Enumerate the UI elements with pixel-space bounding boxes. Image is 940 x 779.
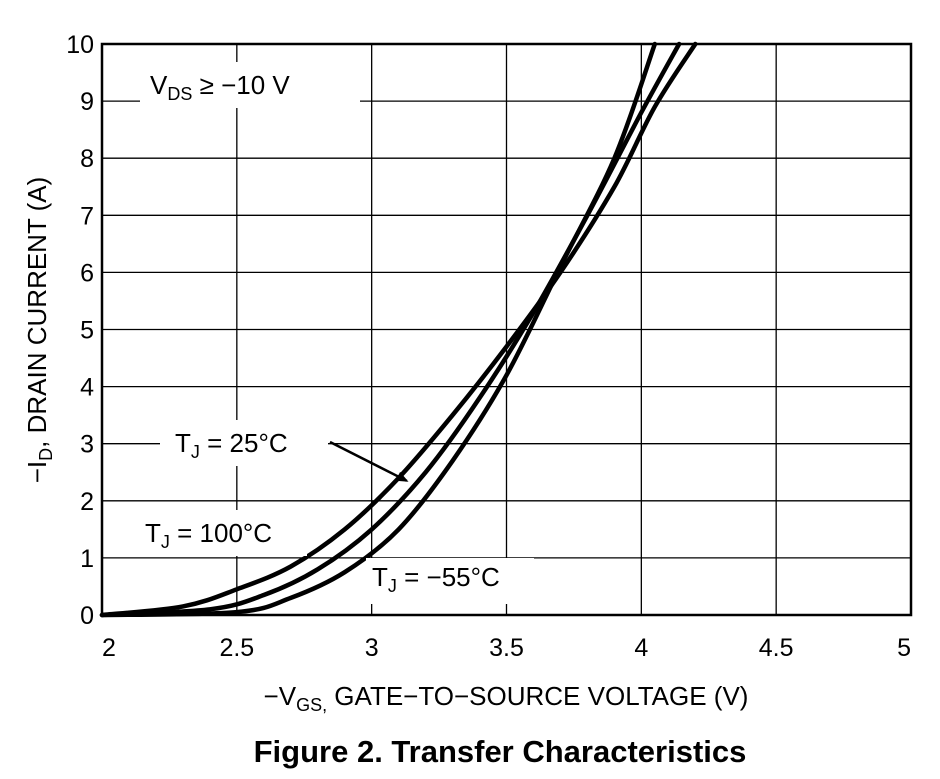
x-tick-labels: 2 2.5 3 3.5 4 4.5 5 xyxy=(102,634,911,662)
y-tick-label: 7 xyxy=(80,202,94,230)
y-tick-label: 5 xyxy=(80,317,94,345)
tm55-annotation-main: T xyxy=(372,562,388,592)
x-tick-label: 2.5 xyxy=(219,634,254,662)
y-tick-label: 0 xyxy=(80,602,94,630)
plot-frame xyxy=(100,42,913,617)
y-axis-label-sub: D xyxy=(36,448,56,461)
t25-arrow xyxy=(329,440,409,482)
x-axis-label-prefix: −V xyxy=(264,681,297,711)
y-tick-label: 4 xyxy=(80,374,94,402)
vds-annotation-rest: ≥ −10 V xyxy=(192,70,290,100)
y-tick-label: 2 xyxy=(80,488,94,516)
t25-annotation-main: T xyxy=(175,428,191,458)
vds-annotation: VDS ≥ −10 V xyxy=(150,70,290,104)
t100-label-bg xyxy=(137,510,307,556)
tm55-annotation-sub: J xyxy=(388,576,397,596)
y-tick-labels: 0 1 2 3 4 5 6 7 8 9 10 xyxy=(66,31,94,630)
curves xyxy=(99,41,698,618)
x-tick-label: 3.5 xyxy=(489,634,524,662)
t100-annotation: TJ = 100°C xyxy=(145,518,272,552)
x-tick-label: 4.5 xyxy=(759,634,794,662)
x-axis-label-suffix: GATE−TO−SOURCE VOLTAGE (V) xyxy=(327,681,748,711)
y-tick-label: 8 xyxy=(80,145,94,173)
x-axis-label: −VGS, GATE−TO−SOURCE VOLTAGE (V) xyxy=(264,681,749,715)
y-tick-label: 9 xyxy=(80,88,94,116)
t100-annotation-sub: J xyxy=(161,532,170,552)
tm55-label-bg xyxy=(366,558,534,604)
tm55-annotation-rest: = −55°C xyxy=(397,562,500,592)
x-tick-label: 3 xyxy=(365,634,379,662)
y-tick-label: 3 xyxy=(80,431,94,459)
x-tick-label: 4 xyxy=(634,634,648,662)
y-axis-label-prefix: −I xyxy=(22,461,52,483)
t25-label-bg xyxy=(160,420,328,466)
series-line-2 xyxy=(99,41,658,618)
t100-annotation-main: T xyxy=(145,518,161,548)
t25-annotation: TJ = 25°C xyxy=(175,428,288,462)
x-axis-label-sub: GS, xyxy=(296,695,327,715)
y-tick-label: 10 xyxy=(66,31,94,59)
series-line-0 xyxy=(99,41,698,618)
x-tick-label: 2 xyxy=(102,634,116,662)
y-tick-label: 6 xyxy=(80,259,94,287)
t25-annotation-rest: = 25°C xyxy=(200,428,288,458)
figure-caption: Figure 2. Transfer Characteristics xyxy=(254,734,747,769)
tm55-annotation: TJ = −55°C xyxy=(372,562,500,596)
y-axis-label: −ID, DRAIN CURRENT (A) xyxy=(22,177,56,484)
t25-annotation-sub: J xyxy=(191,442,200,462)
t100-annotation-rest: = 100°C xyxy=(170,518,272,548)
y-axis-label-suffix: , DRAIN CURRENT (A) xyxy=(22,177,52,448)
vds-annotation-main: V xyxy=(150,70,168,100)
x-tick-label: 5 xyxy=(897,634,911,662)
vds-label-bg xyxy=(140,62,360,108)
y-tick-label: 1 xyxy=(80,545,94,573)
vds-annotation-sub: DS xyxy=(167,84,192,104)
